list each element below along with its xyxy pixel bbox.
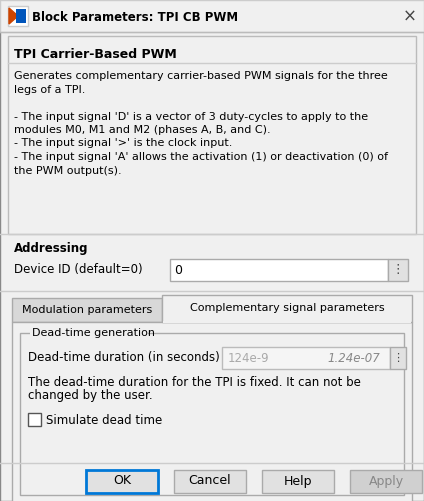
Bar [262,470,334,493]
Text: Modulation parameters: Modulation parameters [22,305,152,315]
Text: Dead-time generation: Dead-time generation [32,328,155,338]
Bar [390,347,406,369]
Text: Generates complementary carrier-based PWM signals for the three: Generates complementary carrier-based PW… [14,71,388,81]
Bar [12,322,412,501]
Text: ×: × [403,8,417,26]
Bar [28,413,41,426]
Text: 124e-9: 124e-9 [228,352,270,365]
Bar [162,295,412,322]
Text: Simulate dead time: Simulate dead time [46,413,162,426]
Text: - The input signal 'D' is a vector of 3 duty-cycles to apply to the: - The input signal 'D' is a vector of 3 … [14,112,368,122]
Bar [30,328,148,338]
Text: The dead-time duration for the TPI is fixed. It can not be: The dead-time duration for the TPI is fi… [28,376,361,388]
Bar [12,298,162,322]
Bar [170,259,388,281]
Text: OK: OK [113,474,131,487]
Bar [174,470,246,493]
Text: modules M0, M1 and M2 (phases A, B, and C).: modules M0, M1 and M2 (phases A, B, and … [14,125,271,135]
Text: TPI Carrier-Based PWM: TPI Carrier-Based PWM [14,48,177,61]
Text: Help: Help [284,474,312,487]
Bar [86,470,158,493]
Bar [0,0,424,32]
Text: 1.24e-07: 1.24e-07 [327,352,380,365]
Bar [222,347,390,369]
Text: Device ID (default=0): Device ID (default=0) [14,264,142,277]
Text: legs of a TPI.: legs of a TPI. [14,85,85,95]
Bar [163,321,411,323]
Text: Addressing: Addressing [14,241,89,255]
Text: 0: 0 [174,264,182,277]
Text: ⋮: ⋮ [392,264,404,277]
Text: Cancel: Cancel [189,474,232,487]
Bar [8,6,28,26]
Text: - The input signal '>' is the clock input.: - The input signal '>' is the clock inpu… [14,138,232,148]
Bar [388,259,408,281]
Text: - The input signal 'A' allows the activation (1) or deactivation (0) of: - The input signal 'A' allows the activa… [14,152,388,162]
Bar [20,333,404,495]
Text: the PWM output(s).: the PWM output(s). [14,165,122,175]
Text: changed by the user.: changed by the user. [28,389,153,402]
Text: Complementary signal parameters: Complementary signal parameters [190,303,384,313]
Polygon shape [9,8,18,24]
Text: Block Parameters: TPI CB PWM: Block Parameters: TPI CB PWM [32,11,238,24]
Bar [8,36,416,234]
Bar [350,470,422,493]
Bar [16,9,26,23]
Text: Apply: Apply [368,474,404,487]
Text: ⋮: ⋮ [393,353,404,363]
Text: Dead-time duration (in seconds): Dead-time duration (in seconds) [28,352,220,365]
